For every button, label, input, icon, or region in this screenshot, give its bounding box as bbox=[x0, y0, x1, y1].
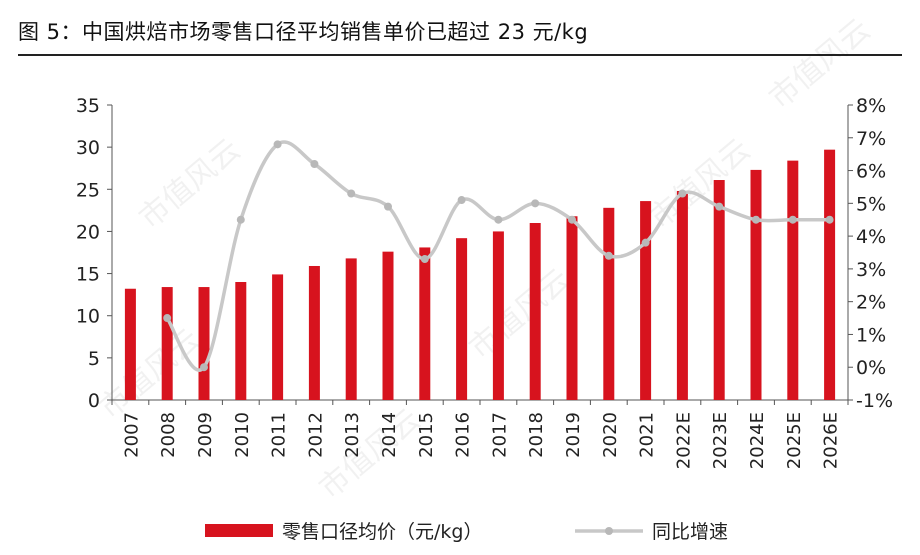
right-tick-label: 7% bbox=[856, 128, 886, 150]
growth-point bbox=[788, 215, 797, 224]
watermark-text: 市值风云 bbox=[463, 262, 577, 366]
bar bbox=[566, 216, 578, 400]
growth-point bbox=[568, 215, 576, 224]
growth-point bbox=[384, 202, 392, 211]
bar bbox=[419, 247, 431, 400]
right-tick-label: -1% bbox=[856, 390, 893, 412]
x-tick-label: 2018 bbox=[526, 412, 547, 458]
x-tick-label: 2016 bbox=[453, 412, 474, 458]
legend-line-marker bbox=[605, 527, 613, 535]
x-tick-label: 2022E bbox=[673, 412, 694, 469]
bar bbox=[235, 282, 247, 400]
figure-title: 图 5：中国烘焙市场零售口径平均销售单价已超过 23 元/kg bbox=[18, 20, 589, 44]
axes: 0 5 10 15 20 25 30 35 -1% 0% 1% 2% 3% 4% 5% 6% 7% 8% bbox=[76, 95, 893, 412]
growth-point bbox=[457, 196, 466, 205]
bar bbox=[787, 160, 799, 400]
x-tick-label: 2023E bbox=[710, 412, 731, 469]
x-tick-label: 2015 bbox=[416, 412, 437, 458]
bar-series bbox=[124, 149, 836, 400]
left-tick-label: 10 bbox=[76, 306, 100, 328]
x-tick-label: 2024E bbox=[747, 412, 768, 469]
bar bbox=[124, 288, 136, 400]
x-tick-label: 2021 bbox=[637, 412, 658, 458]
legend: 零售口径均价（元/kg） 同比增速 bbox=[205, 521, 728, 543]
x-tick-labels: 2007 2008 2009 2010 2011 2012 2013 2014 2015 2016… bbox=[121, 412, 841, 469]
left-tick-label: 25 bbox=[76, 179, 100, 201]
x-tick-label: 2011 bbox=[269, 412, 290, 458]
bar bbox=[492, 231, 504, 400]
x-tick-label: 2019 bbox=[563, 412, 584, 458]
growth-point bbox=[347, 189, 356, 198]
growth-point bbox=[604, 251, 613, 260]
growth-point bbox=[494, 215, 503, 224]
left-tick-label: 0 bbox=[88, 390, 100, 412]
right-tick-label: 0% bbox=[856, 357, 886, 379]
bar bbox=[198, 287, 210, 400]
growth-point bbox=[752, 215, 760, 224]
growth-point bbox=[200, 363, 208, 372]
legend-bar-swatch bbox=[205, 524, 273, 537]
right-tick-label: 6% bbox=[856, 161, 886, 183]
bar bbox=[676, 190, 688, 400]
watermark-text: 市值风云 bbox=[93, 322, 207, 426]
x-tick-label: 2017 bbox=[489, 412, 510, 458]
bar bbox=[529, 223, 541, 400]
growth-point bbox=[641, 238, 650, 247]
x-tick-label: 2020 bbox=[600, 412, 621, 458]
x-tick-label: 2010 bbox=[232, 412, 253, 458]
right-tick-label: 5% bbox=[856, 193, 886, 215]
growth-point bbox=[236, 215, 245, 224]
right-tick-label: 8% bbox=[856, 95, 886, 117]
x-tick-label: 2009 bbox=[195, 412, 216, 458]
right-tick-label: 1% bbox=[856, 324, 886, 346]
line-series bbox=[163, 140, 834, 372]
right-tick-label: 3% bbox=[856, 259, 886, 281]
growth-point bbox=[715, 202, 724, 211]
bar bbox=[272, 274, 284, 400]
growth-point bbox=[273, 140, 282, 149]
right-tick-label: 2% bbox=[856, 292, 886, 314]
growth-point bbox=[420, 255, 429, 264]
x-tick-label: 2008 bbox=[158, 412, 179, 458]
bar bbox=[161, 287, 173, 400]
left-tick-label: 5 bbox=[88, 348, 100, 370]
left-tick-label: 15 bbox=[76, 264, 100, 286]
x-tick-label: 2014 bbox=[379, 412, 400, 458]
bar bbox=[382, 251, 394, 400]
growth-point bbox=[678, 189, 687, 198]
x-tick-label: 2013 bbox=[342, 412, 363, 458]
bar bbox=[456, 238, 468, 400]
growth-point bbox=[825, 215, 834, 224]
bar bbox=[603, 207, 615, 400]
bar bbox=[713, 180, 725, 400]
left-tick-label: 35 bbox=[76, 95, 100, 117]
bar bbox=[345, 258, 357, 400]
growth-point bbox=[163, 314, 172, 323]
right-tick-label: 4% bbox=[856, 226, 886, 248]
x-tick-label: 2007 bbox=[121, 412, 142, 458]
bar bbox=[750, 169, 762, 400]
left-tick-label: 30 bbox=[76, 137, 100, 159]
watermark-text: 市值风云 bbox=[133, 132, 247, 236]
title-divider bbox=[18, 54, 902, 56]
growth-point bbox=[310, 160, 319, 168]
x-tick-label: 2026E bbox=[821, 412, 842, 469]
x-tick-label: 2012 bbox=[305, 412, 326, 458]
growth-line bbox=[165, 140, 830, 372]
legend-line-label: 同比增速 bbox=[652, 521, 728, 543]
bar bbox=[308, 265, 320, 400]
growth-point bbox=[531, 199, 540, 208]
legend-bar-label: 零售口径均价（元/kg） bbox=[282, 521, 482, 543]
x-tick-label: 2025E bbox=[784, 412, 805, 469]
bar bbox=[824, 149, 836, 400]
watermark-text: 市值风云 bbox=[313, 402, 427, 506]
bar bbox=[640, 201, 652, 400]
left-tick-label: 20 bbox=[76, 221, 100, 243]
